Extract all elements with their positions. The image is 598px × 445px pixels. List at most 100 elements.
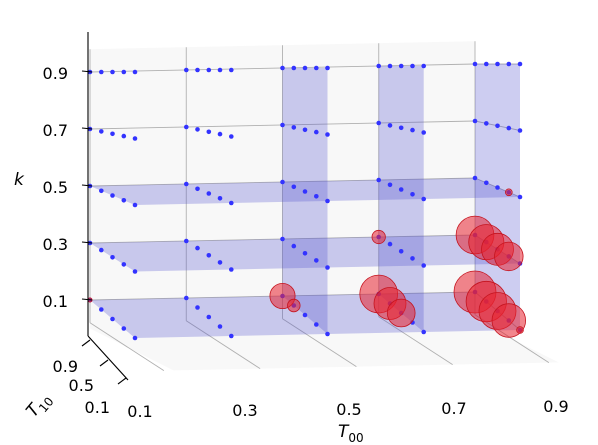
- blue-point: [291, 243, 297, 249]
- blue-point: [229, 134, 234, 139]
- blue-point: [421, 196, 427, 202]
- blue-point: [184, 238, 189, 244]
- blue-point: [110, 254, 115, 260]
- blue-point: [376, 120, 382, 126]
- x-tick-label: 0.5: [336, 400, 361, 419]
- blue-point: [217, 67, 223, 73]
- blue-point: [398, 125, 404, 131]
- blue-point: [325, 331, 330, 337]
- blue-point: [280, 236, 285, 242]
- blue-point: [495, 123, 500, 129]
- blue-point: [421, 329, 427, 335]
- blue-point: [99, 247, 104, 253]
- x-axis-label-base: T: [338, 422, 350, 442]
- blue-point: [314, 129, 319, 135]
- x-tick-label: 0.3: [232, 401, 257, 420]
- blue-point: [302, 251, 308, 256]
- blue-point: [121, 198, 127, 203]
- blue-point: [495, 185, 500, 190]
- blue-point: [302, 189, 308, 194]
- x-axis: 0.1 0.3 0.5 0.7 0.9 T00: [127, 397, 568, 445]
- blue-point: [229, 267, 234, 272]
- blue-point: [517, 128, 523, 133]
- z-tick-mark: [81, 241, 93, 244]
- blue-point: [421, 63, 427, 69]
- x-tick-label: 0.7: [441, 399, 466, 418]
- floor-gridline: [186, 320, 261, 370]
- blue-point: [506, 125, 512, 131]
- blue-point: [302, 65, 308, 71]
- z-axis-label: k: [14, 170, 25, 190]
- y-axis-line: [87, 335, 129, 381]
- axes: [81, 32, 129, 385]
- red-point: [504, 188, 513, 197]
- blue-point: [132, 269, 138, 274]
- z-axis: 0.9 0.7 0.5 0.3 0.1 k: [14, 64, 68, 311]
- blue-point: [302, 127, 308, 133]
- blue-point: [387, 63, 393, 69]
- red-points: [87, 188, 526, 338]
- blue-point: [506, 61, 512, 67]
- blue-point: [325, 132, 330, 137]
- blue-point: [184, 124, 189, 130]
- x-tick-label: 0.1: [127, 402, 152, 421]
- blue-point: [184, 67, 189, 73]
- blue-point: [410, 192, 415, 197]
- blue-point: [410, 127, 415, 133]
- blue-point: [314, 65, 319, 71]
- blue-point: [421, 263, 427, 268]
- blue-point: [302, 312, 308, 318]
- blue-point: [517, 61, 523, 67]
- blue-point: [110, 193, 115, 198]
- red-point: [516, 326, 524, 334]
- blue-point: [217, 260, 223, 265]
- blue-point: [229, 333, 234, 339]
- blue-point: [472, 175, 478, 181]
- blue-point: [121, 133, 127, 139]
- shaded-planes: [90, 64, 520, 338]
- y-tick-label: 0.1: [85, 398, 110, 417]
- blue-point: [229, 200, 234, 206]
- z-tick-label: 0.9: [43, 64, 68, 83]
- blue-point: [195, 305, 200, 310]
- floor-gridline: [282, 318, 357, 368]
- blue-point: [517, 194, 523, 200]
- blue-point: [280, 179, 285, 185]
- blue-point: [195, 127, 200, 132]
- y-tick-mark: [99, 359, 109, 367]
- x-tick-label: 0.9: [543, 397, 568, 416]
- blue-point: [217, 131, 223, 137]
- blue-point: [132, 335, 138, 341]
- y-tick-label: 0.9: [53, 357, 78, 376]
- blue-point: [484, 121, 489, 126]
- blue-point: [325, 198, 330, 204]
- y-tick-mark: [117, 377, 127, 385]
- blue-point: [398, 63, 404, 69]
- blue-point: [472, 118, 478, 124]
- z-tick-label: 0.3: [43, 235, 68, 254]
- blue-point: [376, 177, 382, 183]
- blue-point: [195, 67, 200, 73]
- y-tick-mark: [81, 339, 91, 347]
- z-tick-label: 0.1: [43, 292, 68, 311]
- blue-point: [472, 61, 478, 67]
- blue-point: [206, 253, 212, 258]
- blue-point: [291, 65, 297, 71]
- blue-point: [206, 191, 212, 196]
- blue-point: [495, 61, 500, 67]
- blue-point: [184, 295, 189, 301]
- blue-point: [195, 245, 200, 251]
- blue-point: [314, 194, 319, 199]
- blue-point: [121, 326, 127, 331]
- blue-point: [217, 324, 223, 329]
- z-tick-label: 0.5: [43, 178, 68, 197]
- floor-gridline: [378, 316, 453, 366]
- red-point: [371, 229, 386, 245]
- blue-point: [387, 123, 393, 128]
- blue-point: [121, 262, 127, 267]
- blue-point: [421, 130, 427, 135]
- blue-point: [291, 184, 297, 190]
- blue-point: [229, 67, 234, 73]
- blue-point: [376, 63, 382, 69]
